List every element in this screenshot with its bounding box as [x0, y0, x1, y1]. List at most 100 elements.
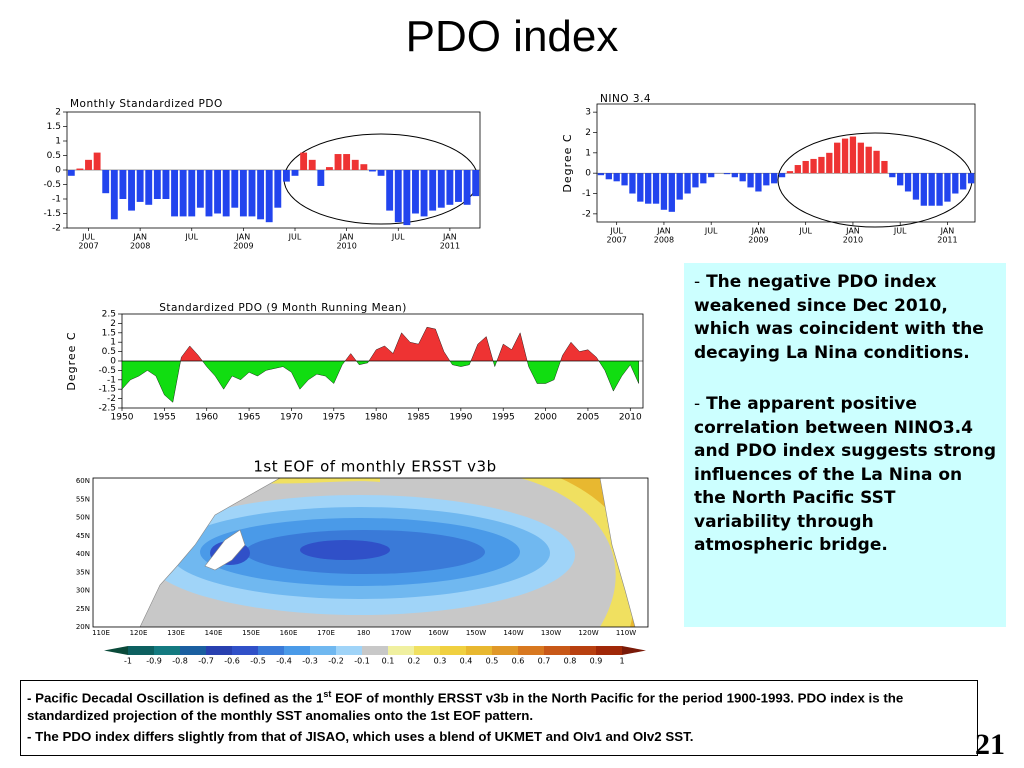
- colorbar-end: [622, 646, 646, 655]
- colorbar-label: 0.3: [434, 657, 447, 666]
- x-tick-label: JAN: [132, 233, 147, 242]
- x-tick-label: JUL: [893, 227, 907, 236]
- area-negative: [122, 361, 639, 403]
- bar: [700, 173, 707, 184]
- footnote-text: EOF of monthly ERSST v3b in the North Pa…: [27, 690, 904, 724]
- bar: [645, 173, 652, 204]
- bar: [429, 170, 437, 211]
- bar: [334, 154, 342, 170]
- footnote: - The PDO index differs slightly from th…: [27, 728, 971, 746]
- bar: [282, 170, 290, 182]
- map-title: 1st EOF of monthly ERSST v3b: [253, 458, 496, 476]
- map-land: [204, 529, 246, 571]
- colorbar-bin: [362, 646, 388, 655]
- colorbar-label: -1: [124, 657, 132, 666]
- plot-frame: [596, 103, 976, 223]
- map-frame: [92, 477, 649, 628]
- colorbar-bin: [414, 646, 440, 655]
- note: - The negative PDO index weakened since …: [694, 271, 998, 365]
- y-tick-label: 2: [55, 108, 61, 118]
- lon-label: 150W: [466, 629, 486, 637]
- bar: [205, 170, 213, 217]
- bar: [455, 170, 462, 202]
- bullet: -: [27, 729, 32, 745]
- y-tick-label: 2.5: [102, 310, 116, 320]
- x-tick-label: JUL: [184, 233, 198, 242]
- bar: [731, 173, 738, 178]
- bar: [257, 170, 265, 220]
- bar: [265, 170, 273, 223]
- bar: [248, 170, 256, 217]
- lon-label: 160W: [428, 629, 448, 637]
- colorbar-label: 0.1: [382, 657, 395, 666]
- x-tick-label: 1950: [111, 413, 134, 423]
- bar: [637, 173, 644, 202]
- bar: [369, 170, 376, 172]
- x-tick-label: JUL: [288, 233, 302, 242]
- bar: [67, 170, 75, 176]
- lat-label: 60N: [76, 477, 90, 485]
- slide-title: PDO index: [405, 12, 619, 61]
- bar: [810, 158, 817, 174]
- y-tick-label: 1.5: [47, 122, 61, 132]
- colorbar-bin: [570, 646, 596, 655]
- bar: [179, 170, 187, 217]
- bar: [93, 152, 101, 170]
- colorbar-bin: [232, 646, 258, 655]
- colorbar-bin: [388, 646, 414, 655]
- bar: [786, 171, 794, 174]
- bullet: -: [27, 690, 32, 706]
- bar: [912, 173, 920, 200]
- bar: [621, 173, 628, 186]
- colorbar-label: -0.8: [172, 657, 188, 666]
- bar: [904, 173, 912, 192]
- bar: [652, 173, 660, 204]
- x-tick-label: 1990: [449, 413, 472, 423]
- bar: [394, 170, 402, 223]
- bar: [771, 173, 778, 184]
- bar: [755, 173, 762, 192]
- x-tick-label: JUL: [609, 227, 623, 236]
- map-land: [599, 478, 648, 627]
- lon-label: 140E: [205, 629, 223, 637]
- bar: [446, 170, 454, 205]
- bar: [343, 154, 351, 170]
- footnotes: - Pacific Decadal Oscillation is defined…: [20, 680, 978, 756]
- y-tick-label: -2: [52, 224, 61, 234]
- x-tick-year: 2007: [78, 242, 98, 251]
- colorbar-label: -0.4: [276, 657, 292, 666]
- x-tick-label: 2005: [576, 413, 599, 423]
- bar: [239, 170, 247, 217]
- x-tick-label: 2000: [534, 413, 557, 423]
- bar: [826, 152, 833, 174]
- x-tick-label: JAN: [236, 233, 251, 242]
- lon-label: 140W: [503, 629, 523, 637]
- bar: [692, 173, 699, 188]
- y-axis-label: Degree C: [65, 331, 78, 390]
- bar: [967, 173, 975, 184]
- x-tick-year: 2007: [607, 236, 627, 245]
- colorbar-bin: [440, 646, 466, 655]
- colorbar-label: 0.8: [564, 657, 577, 666]
- bar: [420, 170, 428, 217]
- y-axis-label: Degree C: [561, 133, 574, 192]
- bar: [360, 164, 368, 170]
- bar: [162, 170, 170, 199]
- bar: [960, 173, 967, 190]
- note: - The apparent positive correlation betw…: [694, 393, 998, 558]
- bar: [723, 173, 731, 175]
- bar: [944, 173, 951, 202]
- lon-label: 170E: [317, 629, 335, 637]
- bar: [660, 173, 668, 210]
- colorbar-bin: [258, 646, 284, 655]
- x-tick-label: JAN: [339, 233, 354, 242]
- y-tick-label: -0.5: [98, 366, 116, 376]
- bar: [928, 173, 935, 206]
- footnote-text: The PDO index differs slightly from that…: [35, 729, 694, 745]
- colorbar-bin: [492, 646, 518, 655]
- lon-label: 180: [357, 629, 370, 637]
- highlight-circle: [777, 132, 973, 228]
- colorbar-label: 0.9: [590, 657, 603, 666]
- x-tick-label: JAN: [442, 233, 457, 242]
- bar: [214, 170, 222, 214]
